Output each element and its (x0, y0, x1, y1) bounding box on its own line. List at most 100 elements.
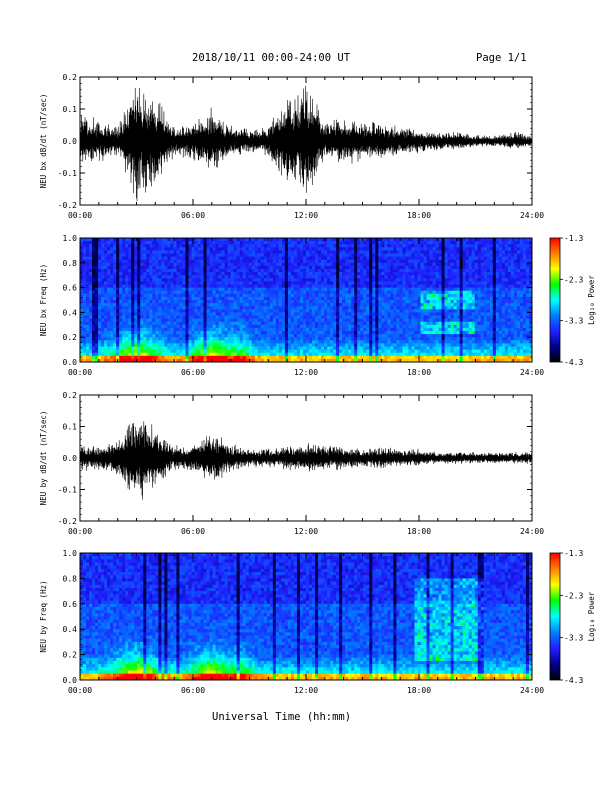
heatmap-cell (423, 262, 427, 267)
heatmap-cell (155, 327, 159, 332)
heatmap-cell (158, 340, 162, 344)
heatmap-cell (426, 284, 430, 288)
heatmap-cell (176, 340, 180, 344)
heatmap-cell (272, 343, 277, 347)
heatmap-cell (275, 327, 280, 332)
heatmap-cell (278, 334, 283, 338)
heatmap-cell (272, 355, 277, 360)
heatmap-cell (122, 250, 126, 254)
heatmap-cell (143, 324, 147, 329)
heatmap-cell (125, 337, 129, 341)
heatmap-cell (345, 247, 349, 251)
heatmap-cell (275, 278, 280, 282)
heatmap-cell (299, 309, 304, 313)
heatmap-cell (254, 293, 259, 298)
heatmap-cell (254, 358, 259, 363)
heatmap-cell (363, 290, 367, 295)
heatmap-cell (203, 355, 207, 360)
heatmap-cell (390, 269, 394, 273)
heatmap-cell (357, 287, 361, 292)
heatmap-cell (104, 250, 108, 254)
heatmap-cell (345, 293, 349, 298)
heatmap-cell (275, 259, 280, 264)
heatmap-cell (98, 343, 102, 347)
heatmap-cell (164, 309, 168, 313)
heatmap-cell (423, 324, 427, 329)
heatmap-cell (363, 331, 367, 335)
heatmap-cell (101, 303, 105, 307)
heatmap-cell (345, 238, 349, 242)
heatmap-cell (83, 250, 87, 254)
heatmap-cell (137, 300, 141, 304)
heatmap-cell (128, 318, 132, 323)
heatmap-cell (254, 256, 259, 261)
heatmap-cell (426, 349, 430, 354)
heatmap-cell (348, 318, 352, 323)
heatmap-cell (372, 269, 376, 273)
heatmap-cell (146, 309, 150, 313)
heatmap-cell (251, 340, 256, 344)
heatmap-cell (110, 253, 114, 257)
heatmap-cell (122, 312, 126, 316)
heatmap-cell (260, 331, 265, 335)
heatmap-cell (284, 253, 289, 257)
heatmap-cell (302, 272, 307, 276)
heatmap-cell (134, 290, 138, 295)
heatmap-cell (278, 358, 283, 363)
heatmap-cell (227, 293, 232, 298)
heatmap-cell (432, 259, 436, 264)
heatmap-cell (194, 238, 198, 242)
heatmap-cell (354, 337, 358, 341)
heatmap-cell (134, 265, 138, 270)
heatmap-cell (134, 238, 138, 242)
heatmap-cell (83, 269, 87, 273)
heatmap-cell (149, 346, 153, 350)
heatmap-cell (140, 331, 144, 335)
heatmap-cell (248, 284, 253, 288)
heatmap-cell (438, 334, 442, 338)
heatmap-cell (321, 306, 325, 310)
heatmap-cell (215, 272, 220, 276)
heatmap-cell (263, 318, 268, 323)
heatmap-cell (152, 272, 156, 276)
heatmap-cell (290, 272, 295, 276)
heatmap-cell (372, 318, 376, 323)
heatmap-cell (309, 318, 313, 323)
heatmap-cell (278, 293, 283, 298)
heatmap-cell (236, 312, 241, 316)
heatmap-cell (348, 309, 352, 313)
heatmap-cell (224, 296, 229, 301)
heatmap-cell (369, 256, 373, 261)
heatmap-cell (140, 247, 144, 251)
heatmap-cell (369, 238, 373, 242)
heatmap-cell (86, 352, 90, 357)
heatmap-cell (330, 253, 334, 257)
heatmap-cell (98, 247, 102, 251)
heatmap-cell (110, 327, 114, 332)
heatmap-cell (287, 300, 292, 304)
heatmap-cell (375, 352, 379, 357)
heatmap-cell (122, 272, 126, 276)
heatmap-cell (354, 334, 358, 338)
heatmap-cell (149, 355, 153, 360)
heatmap-cell (411, 287, 415, 292)
heatmap-cell (333, 290, 337, 295)
heatmap-cell (251, 259, 256, 264)
heatmap-cell (266, 300, 271, 304)
heatmap-cell (312, 265, 316, 270)
heatmap-cell (254, 349, 259, 354)
heatmap-cell (110, 256, 114, 261)
heatmap-cell (396, 275, 400, 279)
heatmap-cell (366, 355, 370, 360)
heatmap-cell (110, 281, 114, 285)
heatmap-cell (417, 318, 421, 323)
heatmap-cell (125, 321, 129, 326)
heatmap-cell (194, 278, 198, 282)
heatmap-cell (384, 334, 388, 338)
heatmap-cell (104, 241, 108, 245)
heatmap-cell (372, 247, 376, 251)
heatmap-cell (194, 293, 198, 298)
heatmap-cell (402, 349, 406, 354)
heatmap-cell (221, 247, 226, 251)
heatmap-cell (248, 241, 253, 245)
